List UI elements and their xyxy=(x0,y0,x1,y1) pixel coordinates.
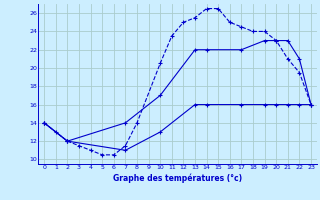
X-axis label: Graphe des températures (°c): Graphe des températures (°c) xyxy=(113,173,242,183)
